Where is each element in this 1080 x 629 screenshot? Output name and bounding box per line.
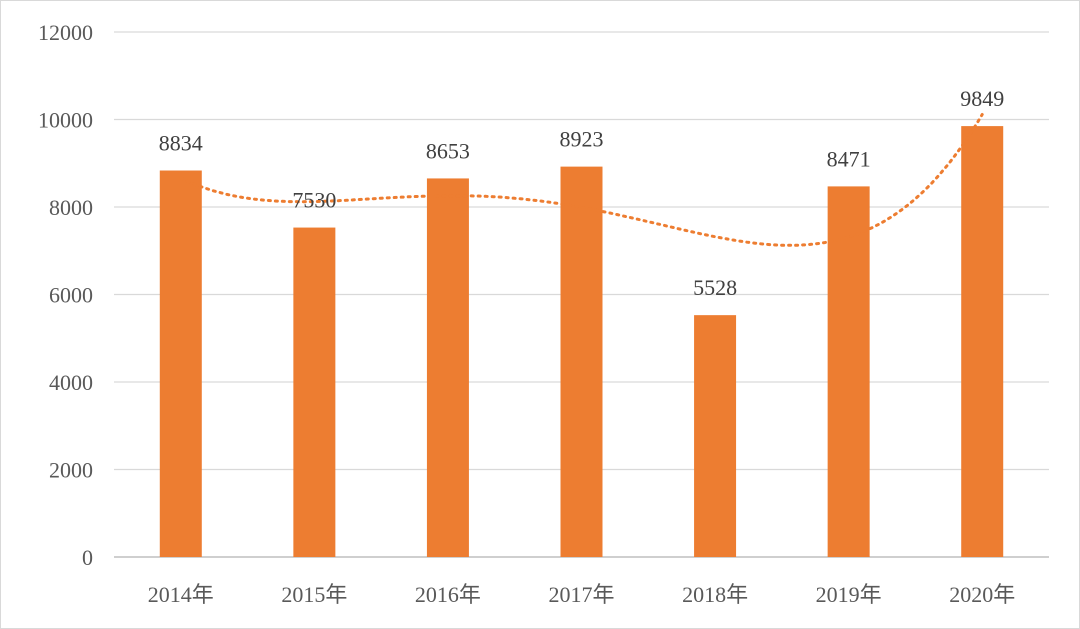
data-label: 8834 [159,131,203,156]
x-tick-label: 2018年 [682,582,748,607]
bar [827,186,870,558]
bars [159,126,1004,558]
data-label: 8923 [560,127,604,152]
bar [560,166,603,557]
x-tick-label: 2017年 [548,582,614,607]
data-label: 5528 [693,275,737,300]
y-tick-label: 0 [82,545,93,570]
bar [293,227,336,557]
x-tick-label: 2020年 [949,582,1015,607]
y-tick-label: 6000 [49,283,93,308]
bar [159,170,202,557]
data-label: 8471 [827,146,871,171]
x-tick-label: 2015年 [281,582,347,607]
trendline [179,113,984,247]
bar [961,126,1004,557]
y-tick-label: 2000 [49,458,93,483]
y-tick-label: 4000 [49,370,93,395]
data-label: 7530 [292,188,336,213]
y-tick-label: 8000 [49,195,93,220]
x-tick-label: 2019年 [816,582,882,607]
bar [694,315,737,557]
x-tick-label: 2016年 [415,582,481,607]
bar [426,178,469,557]
x-axis-ticks: 2014年 2015年 2016年 2017年 2018年 2019年 2020年 [148,582,1015,607]
trendline-curve [179,113,984,247]
x-tick-label: 2014年 [148,582,214,607]
data-labels: 8834 7530 8653 8923 5528 8471 9849 [159,86,1004,300]
data-label: 8653 [426,138,470,163]
y-tick-label: 12000 [38,20,93,45]
y-tick-label: 10000 [38,108,93,133]
y-axis-ticks: 0 2000 4000 6000 8000 10000 12000 [38,20,93,570]
data-label: 9849 [960,86,1004,111]
